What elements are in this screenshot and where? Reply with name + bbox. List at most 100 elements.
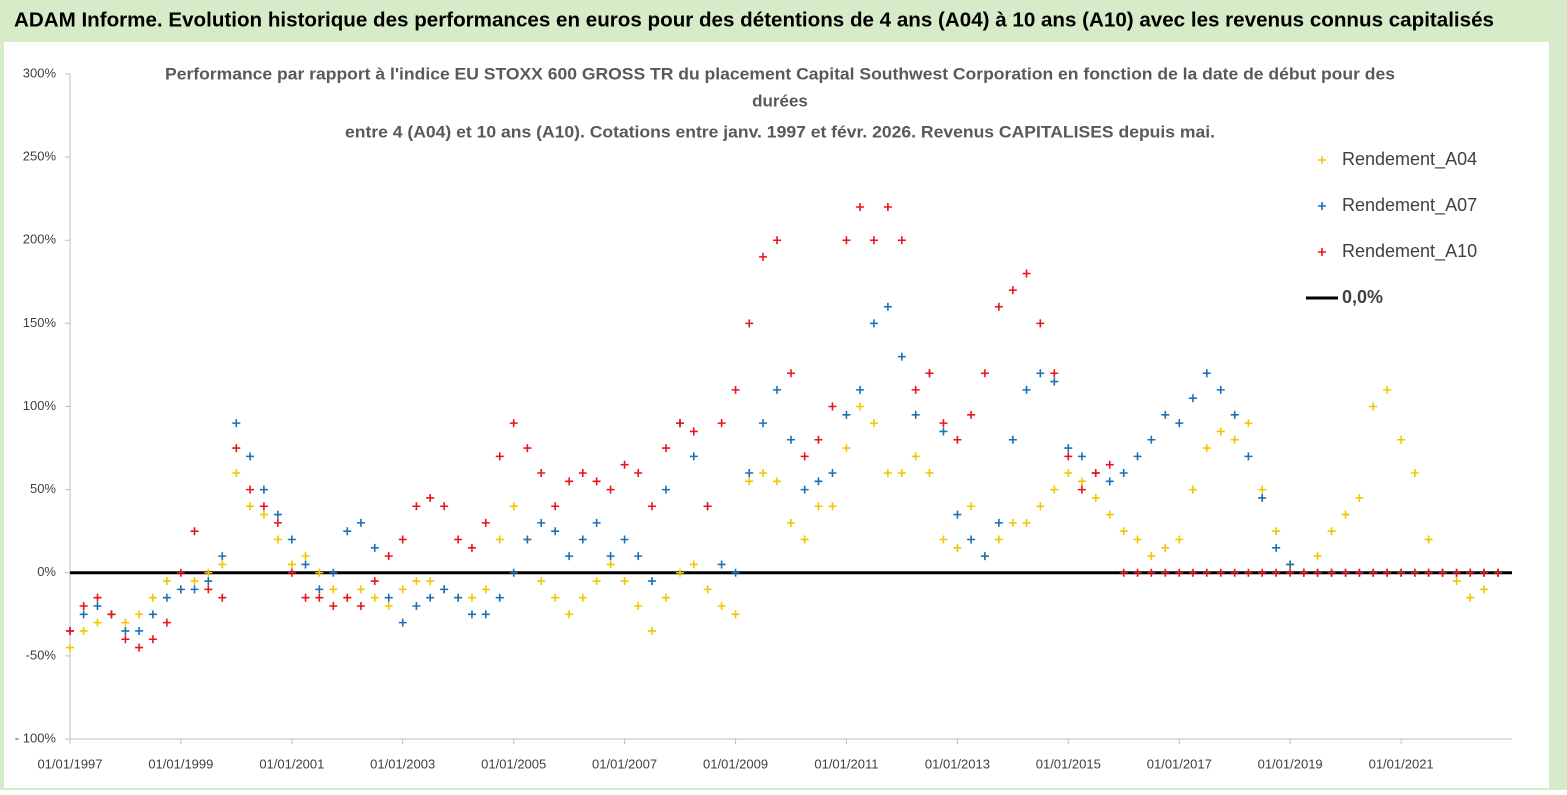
point <box>1286 568 1295 577</box>
point <box>232 444 241 453</box>
point <box>1161 543 1170 552</box>
point <box>343 593 352 602</box>
point <box>329 568 338 577</box>
point <box>911 452 920 461</box>
point <box>218 560 227 569</box>
point <box>648 577 657 586</box>
point <box>93 593 102 602</box>
point <box>953 510 962 519</box>
point <box>842 444 851 453</box>
point <box>967 502 976 511</box>
point <box>1050 485 1059 494</box>
x-tick-label: 01/01/2001 <box>259 756 324 771</box>
point <box>856 402 865 411</box>
point <box>1230 410 1239 419</box>
point <box>1022 518 1031 527</box>
point <box>1355 493 1364 502</box>
point <box>176 568 185 577</box>
point <box>662 485 671 494</box>
point <box>343 527 352 536</box>
point <box>1188 394 1197 403</box>
x-tick-label: 01/01/2013 <box>925 756 990 771</box>
point <box>897 236 906 245</box>
point <box>565 610 574 619</box>
point <box>814 477 823 486</box>
point <box>467 543 476 552</box>
point <box>1188 485 1197 494</box>
point <box>1452 568 1461 577</box>
point <box>800 485 809 494</box>
point <box>259 485 268 494</box>
point <box>897 352 906 361</box>
point <box>66 643 74 652</box>
point <box>1202 369 1211 378</box>
point <box>551 527 560 536</box>
point <box>620 577 629 586</box>
point <box>204 585 213 594</box>
point <box>1036 502 1045 511</box>
point <box>967 410 976 419</box>
point <box>148 593 157 602</box>
point <box>1050 377 1059 386</box>
point <box>273 535 282 544</box>
point <box>939 419 948 428</box>
point <box>1410 568 1419 577</box>
point <box>1313 568 1322 577</box>
point <box>1077 452 1086 461</box>
point <box>939 427 948 436</box>
point <box>1272 543 1281 552</box>
point <box>232 419 241 428</box>
point <box>1410 469 1419 477</box>
point <box>356 585 365 594</box>
legend-marker <box>1318 248 1326 256</box>
point <box>384 593 393 602</box>
point <box>787 518 795 527</box>
point <box>1258 493 1267 502</box>
point <box>1230 435 1239 444</box>
point <box>1161 410 1170 419</box>
point <box>398 535 407 544</box>
point <box>315 593 324 602</box>
point <box>523 535 532 544</box>
point <box>883 203 892 211</box>
point <box>135 626 144 635</box>
y-tick-label: 50% <box>30 481 56 496</box>
point <box>1202 568 1211 577</box>
point <box>162 593 171 602</box>
point <box>1216 568 1225 577</box>
y-tick-label: 0% <box>37 564 56 579</box>
point <box>1466 568 1475 577</box>
point <box>620 535 629 544</box>
point <box>1008 435 1017 444</box>
point <box>315 568 324 577</box>
x-tick-label: 01/01/1999 <box>148 756 213 771</box>
point <box>787 369 795 378</box>
x-tick-label: 01/01/2011 <box>814 756 878 771</box>
point <box>93 618 102 627</box>
point <box>190 577 199 586</box>
point <box>1369 402 1378 411</box>
point <box>953 435 962 444</box>
point <box>911 385 920 394</box>
point <box>1119 527 1128 536</box>
point <box>745 469 754 477</box>
point <box>509 502 518 511</box>
point <box>370 593 379 602</box>
point <box>1438 568 1447 577</box>
point <box>648 626 657 635</box>
point <box>1175 568 1184 577</box>
point <box>467 610 476 619</box>
point <box>135 643 144 652</box>
point <box>578 469 587 477</box>
point <box>121 635 130 644</box>
point <box>426 577 435 586</box>
plot-background <box>4 42 1549 788</box>
point <box>246 502 255 511</box>
point <box>1327 568 1336 577</box>
point <box>1175 535 1184 544</box>
point <box>1369 568 1378 577</box>
point <box>1494 568 1503 577</box>
point <box>1397 435 1406 444</box>
y-tick-label: - 100% <box>15 730 57 745</box>
